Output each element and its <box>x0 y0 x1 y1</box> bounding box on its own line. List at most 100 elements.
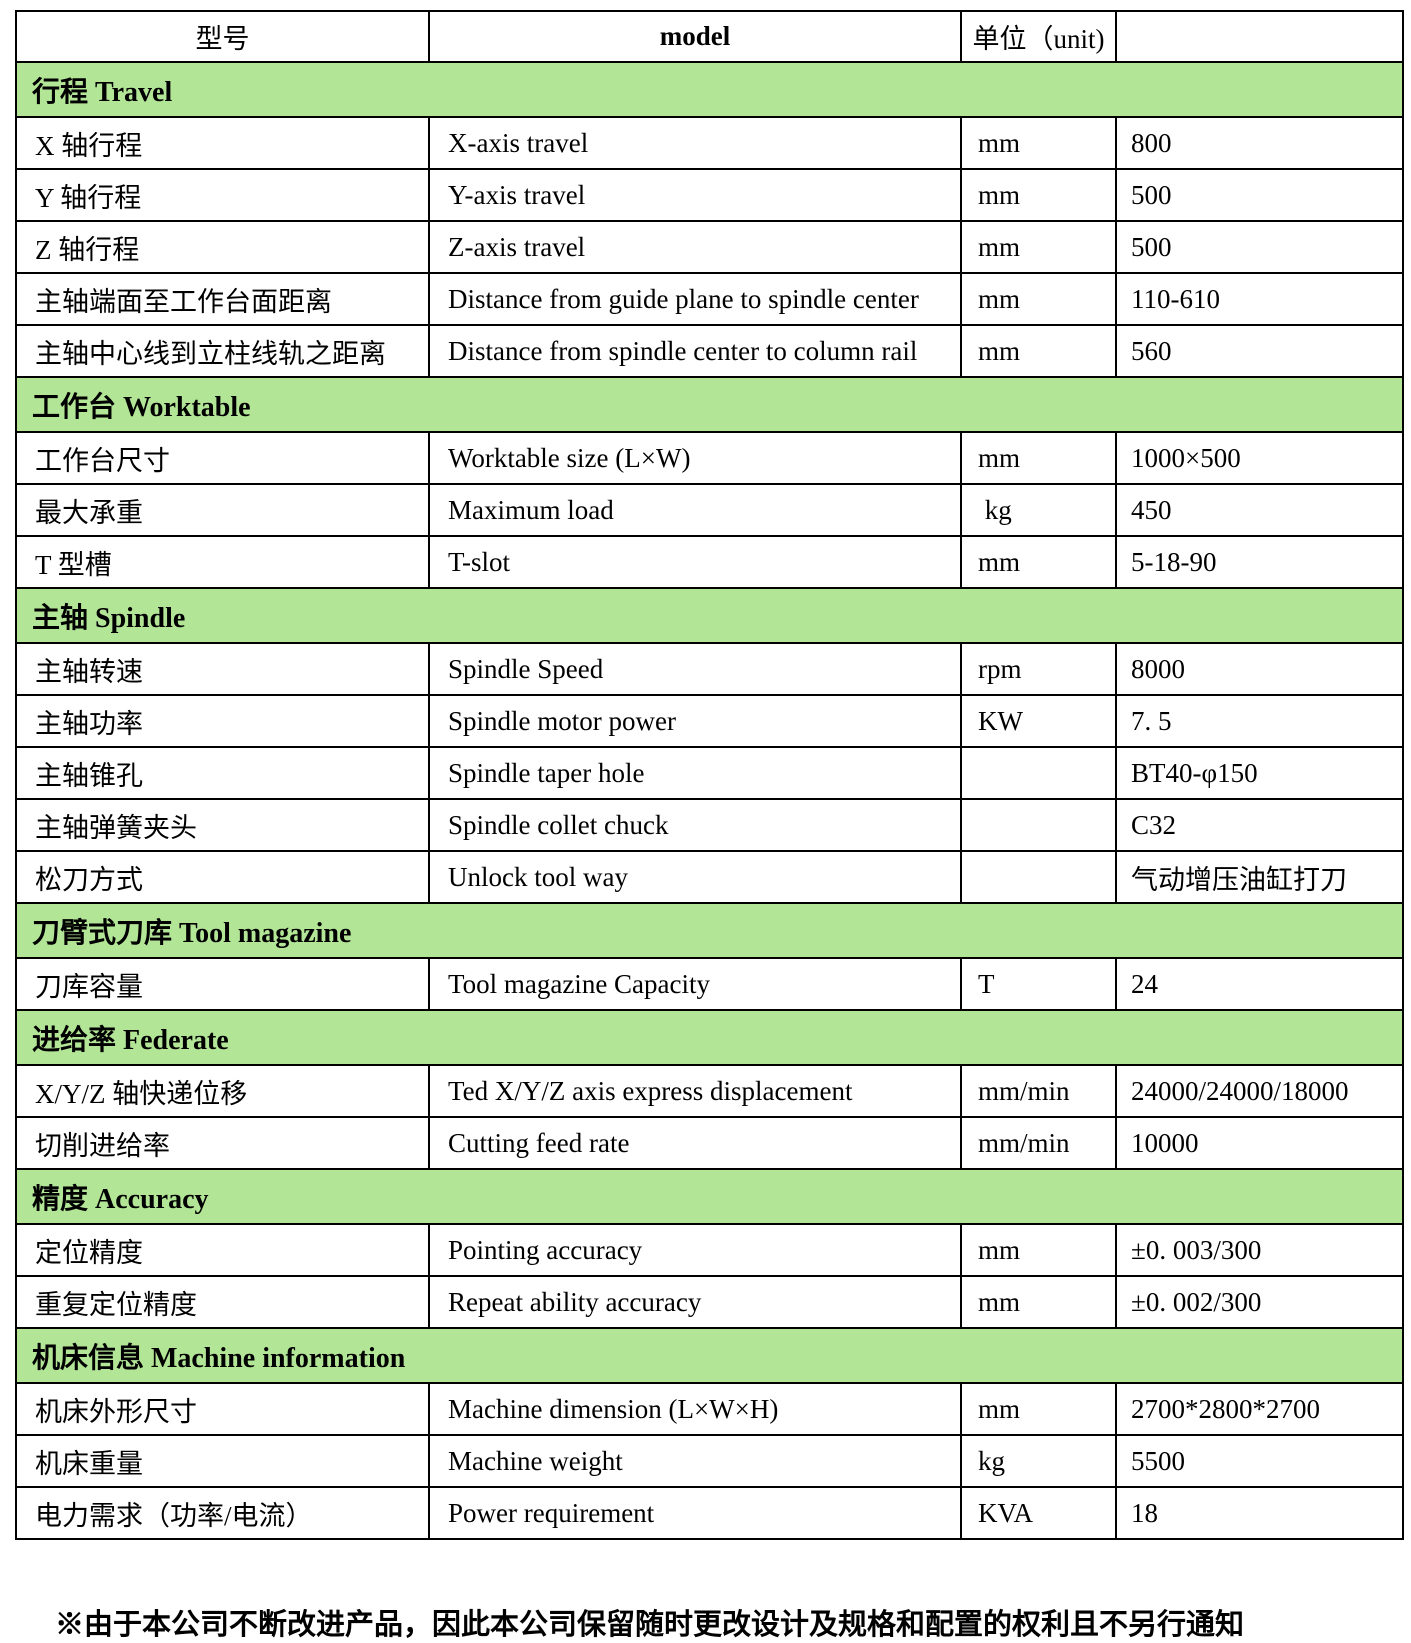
spec-row: 机床重量 Machine weight kg 5500 <box>15 1434 1404 1488</box>
spec-name-en: Distance from spindle center to column r… <box>428 324 962 378</box>
spec-name-en: Y-axis travel <box>428 168 962 222</box>
spec-row: T 型槽 T-slot mm 5-18-90 <box>15 535 1404 589</box>
spec-value: 5500 <box>1115 1434 1404 1488</box>
section-title: 行程 Travel <box>15 61 1404 118</box>
spec-name-en: Worktable size (L×W) <box>428 431 962 485</box>
spec-row: 主轴端面至工作台面距离 Distance from guide plane to… <box>15 272 1404 326</box>
section-header-row: 精度 Accuracy <box>15 1168 1404 1225</box>
disclaimer-note: ※由于本公司不断改进产品，因此本公司保留随时更改设计及规格和配置的权利且不另行通… <box>55 1609 1245 1641</box>
spec-name-cn: 刀库容量 <box>15 957 430 1011</box>
spec-value: ±0. 003/300 <box>1115 1223 1404 1277</box>
spec-name-en: Unlock tool way <box>428 850 962 904</box>
spec-name-cn: 机床重量 <box>15 1434 430 1488</box>
section-title: 工作台 Worktable <box>15 376 1404 433</box>
spec-unit: mm <box>960 272 1117 326</box>
spec-row: 最大承重 Maximum load kg 450 <box>15 483 1404 537</box>
spec-unit: mm <box>960 168 1117 222</box>
spec-row: 主轴功率 Spindle motor power KW 7. 5 <box>15 694 1404 748</box>
spec-row: 工作台尺寸 Worktable size (L×W) mm 1000×500 <box>15 431 1404 485</box>
spec-unit <box>960 798 1117 852</box>
spec-name-cn: 松刀方式 <box>15 850 430 904</box>
spec-value: 18 <box>1115 1486 1404 1540</box>
spec-name-en: Machine weight <box>428 1434 962 1488</box>
spec-value: 500 <box>1115 220 1404 274</box>
spec-name-en: Spindle taper hole <box>428 746 962 800</box>
spec-unit: T <box>960 957 1117 1011</box>
spec-value: 450 <box>1115 483 1404 537</box>
spec-name-en: Distance from guide plane to spindle cen… <box>428 272 962 326</box>
spec-name-cn: Y 轴行程 <box>15 168 430 222</box>
spec-row: 主轴弹簧夹头 Spindle collet chuck C32 <box>15 798 1404 852</box>
spec-row: 定位精度 Pointing accuracy mm ±0. 003/300 <box>15 1223 1404 1277</box>
spec-row: 松刀方式 Unlock tool way 气动增压油缸打刀 <box>15 850 1404 904</box>
spec-name-cn: 切削进给率 <box>15 1116 430 1170</box>
spec-unit: KW <box>960 694 1117 748</box>
spec-unit <box>960 850 1117 904</box>
spec-name-en: X-axis travel <box>428 116 962 170</box>
spec-value: ±0. 002/300 <box>1115 1275 1404 1329</box>
header-cell-value <box>1115 10 1404 63</box>
spec-row: Y 轴行程 Y-axis travel mm 500 <box>15 168 1404 222</box>
spec-unit: mm <box>960 431 1117 485</box>
spec-row: Z 轴行程 Z-axis travel mm 500 <box>15 220 1404 274</box>
spec-name-cn: 机床外形尺寸 <box>15 1382 430 1436</box>
spec-unit <box>960 746 1117 800</box>
spec-value: 24 <box>1115 957 1404 1011</box>
spec-unit: mm <box>960 535 1117 589</box>
spec-name-en: Maximum load <box>428 483 962 537</box>
spec-unit: KVA <box>960 1486 1117 1540</box>
spec-name-cn: 主轴端面至工作台面距离 <box>15 272 430 326</box>
header-cell-model-en: model <box>428 10 962 63</box>
section-header-row: 工作台 Worktable <box>15 376 1404 433</box>
spec-name-en: Spindle motor power <box>428 694 962 748</box>
spec-row: 重复定位精度 Repeat ability accuracy mm ±0. 00… <box>15 1275 1404 1329</box>
spec-unit: mm <box>960 324 1117 378</box>
section-title: 机床信息 Machine information <box>15 1327 1404 1384</box>
spec-name-cn: 主轴功率 <box>15 694 430 748</box>
spec-name-cn: X/Y/Z 轴快递位移 <box>15 1064 430 1118</box>
spec-name-cn: 主轴弹簧夹头 <box>15 798 430 852</box>
spec-name-cn: 工作台尺寸 <box>15 431 430 485</box>
spec-row: 机床外形尺寸 Machine dimension (L×W×H) mm 2700… <box>15 1382 1404 1436</box>
spec-name-cn: T 型槽 <box>15 535 430 589</box>
spec-name-cn: 主轴锥孔 <box>15 746 430 800</box>
spec-name-cn: 定位精度 <box>15 1223 430 1277</box>
section-title: 进给率 Federate <box>15 1009 1404 1066</box>
spec-value: 气动增压油缸打刀 <box>1115 850 1404 904</box>
spec-value: 24000/24000/18000 <box>1115 1064 1404 1118</box>
spec-row: 主轴锥孔 Spindle taper hole BT40-φ150 <box>15 746 1404 800</box>
spec-unit: mm/min <box>960 1116 1117 1170</box>
spec-row: 切削进给率 Cutting feed rate mm/min 10000 <box>15 1116 1404 1170</box>
machine-spec-table: 型号 model 单位（unit) 行程 Travel X 轴行程 X-axis… <box>15 10 1404 1540</box>
spec-name-en: Spindle Speed <box>428 642 962 696</box>
spec-name-cn: X 轴行程 <box>15 116 430 170</box>
spec-table-header: 型号 model 单位（unit) <box>15 10 1404 63</box>
spec-name-en: Pointing accuracy <box>428 1223 962 1277</box>
section-title: 主轴 Spindle <box>15 587 1404 644</box>
spec-name-cn: 重复定位精度 <box>15 1275 430 1329</box>
spec-value: 800 <box>1115 116 1404 170</box>
spec-name-cn: Z 轴行程 <box>15 220 430 274</box>
spec-unit: kg <box>960 1434 1117 1488</box>
spec-value: 110-610 <box>1115 272 1404 326</box>
spec-value: BT40-φ150 <box>1115 746 1404 800</box>
spec-value: 8000 <box>1115 642 1404 696</box>
spec-name-cn: 最大承重 <box>15 483 430 537</box>
spec-name-en: Power requirement <box>428 1486 962 1540</box>
spec-row: 电力需求（功率/电流） Power requirement KVA 18 <box>15 1486 1404 1540</box>
spec-table-body: 行程 Travel X 轴行程 X-axis travel mm 800 Y 轴… <box>15 61 1404 1540</box>
spec-name-en: T-slot <box>428 535 962 589</box>
section-header-row: 机床信息 Machine information <box>15 1327 1404 1384</box>
spec-name-en: Tool magazine Capacity <box>428 957 962 1011</box>
spec-name-en: Z-axis travel <box>428 220 962 274</box>
spec-unit: mm <box>960 220 1117 274</box>
spec-unit: mm <box>960 1275 1117 1329</box>
spec-value: 10000 <box>1115 1116 1404 1170</box>
spec-row: X/Y/Z 轴快递位移 Ted X/Y/Z axis express displ… <box>15 1064 1404 1118</box>
spec-value: 560 <box>1115 324 1404 378</box>
spec-value: 7. 5 <box>1115 694 1404 748</box>
spec-name-en: Machine dimension (L×W×H) <box>428 1382 962 1436</box>
spec-name-cn: 电力需求（功率/电流） <box>15 1486 430 1540</box>
spec-row: 主轴转速 Spindle Speed rpm 8000 <box>15 642 1404 696</box>
